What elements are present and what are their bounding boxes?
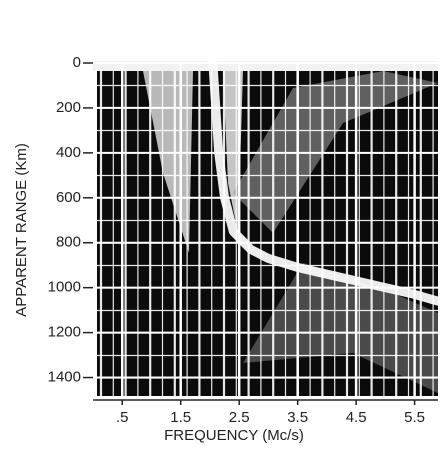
top-band bbox=[93, 61, 438, 71]
y-tick-label: 0 bbox=[73, 54, 81, 71]
x-tick-label: 2.5 bbox=[229, 409, 250, 426]
y-tick-label: 1000 bbox=[48, 279, 81, 296]
x-tick-label: 1.5 bbox=[170, 409, 191, 426]
x-tick-label: 3.5 bbox=[287, 409, 308, 426]
x-tick-label: .5 bbox=[116, 409, 129, 426]
y-tick-label: 1400 bbox=[48, 369, 81, 386]
echo-trace bbox=[208, 58, 442, 306]
y-tick-label: 1200 bbox=[48, 324, 81, 341]
y-tick-label: 400 bbox=[56, 144, 81, 161]
x-axis-label: FREQUENCY (Mc/s) bbox=[164, 427, 304, 444]
y-axis-label: APPARENT RANGE (Km) bbox=[13, 143, 30, 317]
x-tick-label: 5.5 bbox=[404, 409, 425, 426]
x-tick-label: 4.5 bbox=[346, 409, 367, 426]
echo-region bbox=[243, 263, 438, 393]
y-tick-label: 600 bbox=[56, 189, 81, 206]
echo-region bbox=[233, 71, 438, 233]
y-tick-label: 800 bbox=[56, 234, 81, 251]
y-tick-label: 200 bbox=[56, 99, 81, 116]
